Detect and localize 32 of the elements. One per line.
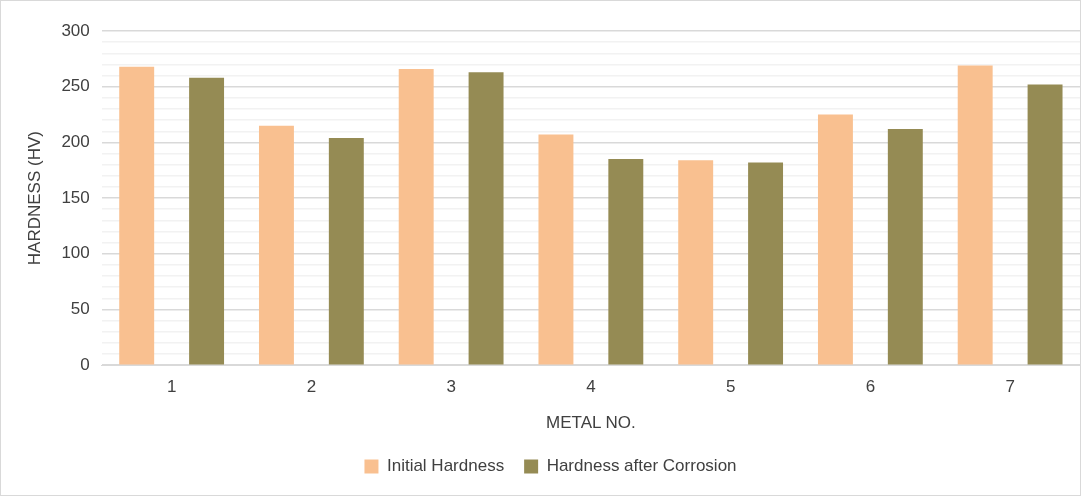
x-tick-label: 5 bbox=[725, 377, 736, 397]
y-tick-label: 100 bbox=[61, 243, 90, 263]
bar bbox=[1027, 84, 1063, 365]
bar bbox=[538, 134, 574, 365]
x-tick-label: 2 bbox=[306, 377, 317, 397]
y-axis-title: HARDNESS (HV) bbox=[24, 131, 44, 266]
x-tick-label: 3 bbox=[446, 377, 456, 397]
bar bbox=[887, 129, 923, 365]
x-tick-label: 1 bbox=[166, 377, 177, 397]
bar bbox=[748, 162, 784, 365]
y-tick-label: 50 bbox=[70, 299, 90, 319]
bar bbox=[258, 125, 294, 365]
y-tick-label: 0 bbox=[80, 354, 90, 374]
legend-label: Initial Hardness bbox=[386, 456, 505, 476]
x-tick-label: 7 bbox=[1005, 377, 1015, 397]
bar bbox=[608, 159, 644, 365]
x-tick-label: 4 bbox=[586, 377, 596, 397]
y-tick-label: 200 bbox=[61, 132, 90, 152]
bar bbox=[957, 65, 993, 365]
bar bbox=[328, 137, 364, 365]
y-tick-label: 300 bbox=[61, 20, 90, 40]
bar bbox=[468, 72, 504, 365]
bar bbox=[678, 160, 714, 365]
x-tick-label: 6 bbox=[865, 377, 876, 397]
bar bbox=[119, 66, 155, 365]
bar bbox=[398, 68, 434, 365]
bar bbox=[189, 77, 225, 365]
bar bbox=[817, 114, 853, 365]
y-tick-label: 250 bbox=[61, 76, 90, 96]
y-tick-label: 150 bbox=[61, 187, 90, 207]
x-axis-title: METAL NO. bbox=[546, 413, 636, 433]
legend-label: Hardness after Corrosion bbox=[546, 456, 737, 476]
